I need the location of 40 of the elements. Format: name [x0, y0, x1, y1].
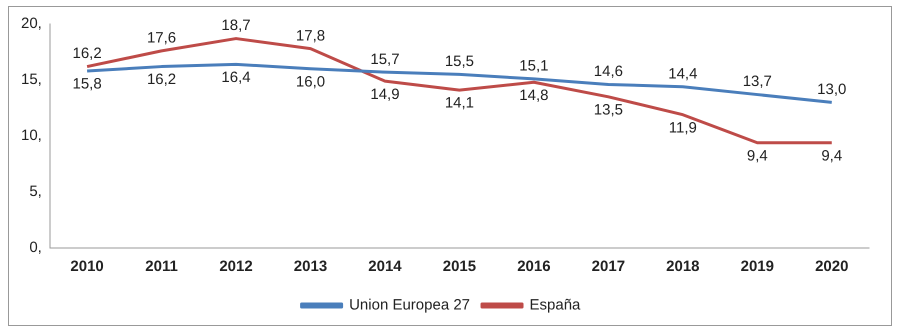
x-tick-label: 2015 [442, 258, 476, 276]
data-label: 17,8 [296, 27, 326, 44]
data-label: 9,4 [746, 147, 768, 164]
data-label: 14,9 [370, 86, 400, 103]
x-tick-label: 2019 [740, 258, 774, 276]
data-label: 18,7 [221, 17, 251, 34]
x-tick-label: 2012 [219, 258, 253, 276]
legend-label: Union Europea 27 [349, 296, 470, 314]
data-label: 16,2 [72, 45, 102, 62]
x-tick-label: 2016 [517, 258, 551, 276]
x-tick-label: 2014 [368, 258, 402, 276]
data-label: 17,6 [146, 30, 176, 47]
data-label: 15,1 [519, 58, 548, 75]
y-tick-label: 20, [20, 15, 42, 32]
data-label: 15,7 [370, 50, 400, 68]
data-label: 14,8 [519, 86, 548, 104]
y-tick-label: 10, [20, 127, 42, 144]
y-tick-label: 5, [29, 183, 42, 200]
data-label: 16,4 [221, 68, 251, 86]
data-label: 14,6 [594, 63, 623, 80]
legend-label: España [530, 296, 582, 314]
data-label: 15,5 [444, 53, 474, 70]
data-label: 14,1 [444, 94, 474, 112]
y-tick-label: 0, [29, 239, 42, 256]
data-label: 11,9 [668, 119, 697, 136]
data-label: 15,8 [72, 76, 102, 93]
y-tick-label: 15, [20, 71, 42, 88]
data-label: 13,7 [742, 73, 772, 90]
x-tick-label: 2018 [666, 258, 700, 276]
x-tick-label: 2017 [592, 258, 626, 276]
data-label: 16,0 [296, 73, 326, 90]
data-label: 9,4 [821, 147, 842, 164]
x-tick-label: 2013 [294, 258, 328, 276]
x-tick-label: 2020 [815, 258, 848, 276]
x-tick-label: 2010 [70, 258, 104, 276]
data-label: 13,5 [594, 101, 623, 118]
data-label: 13,0 [817, 81, 846, 98]
data-label: 14,4 [668, 65, 698, 82]
x-tick-label: 2011 [145, 258, 178, 276]
data-label: 16,2 [146, 71, 176, 88]
